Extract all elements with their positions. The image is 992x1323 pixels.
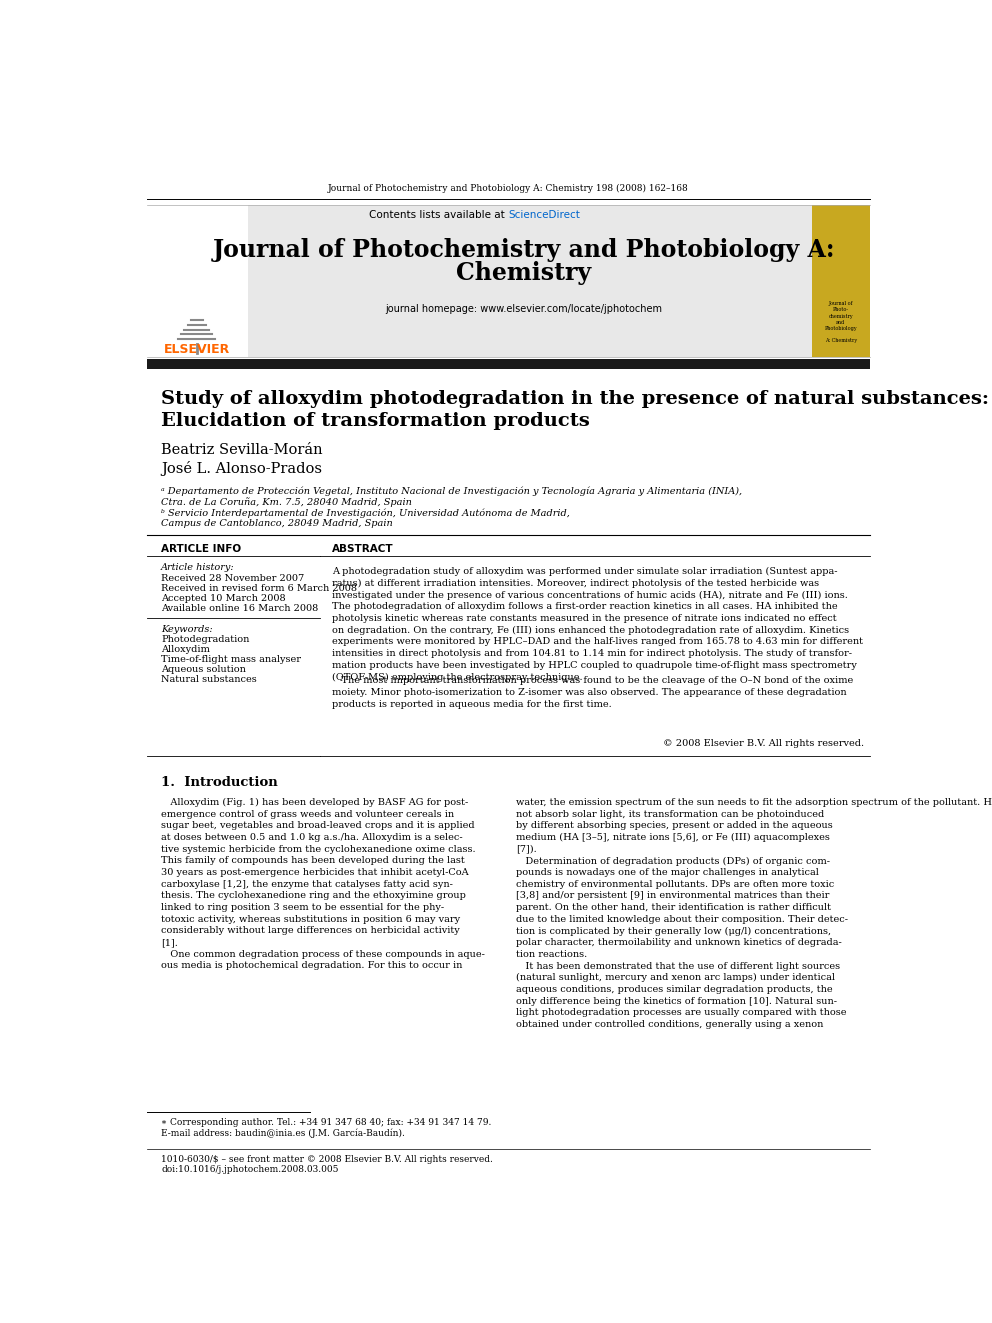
Text: Alloxydim (Fig. 1) has been developed by BASF AG for post-
emergence control of : Alloxydim (Fig. 1) has been developed by… [161, 798, 485, 970]
Bar [248, 205, 812, 357]
Text: Time-of-flight mass analyser: Time-of-flight mass analyser [161, 655, 302, 664]
Text: Photodegradation: Photodegradation [161, 635, 250, 644]
Text: Campus de Cantoblanco, 28049 Madrid, Spain: Campus de Cantoblanco, 28049 Madrid, Spa… [161, 519, 393, 528]
Text: journal homepage: www.elsevier.com/locate/jphotochem: journal homepage: www.elsevier.com/locat… [386, 304, 663, 314]
Text: Received in revised form 6 March 2008: Received in revised form 6 March 2008 [161, 583, 357, 593]
Text: ScienceDirect: ScienceDirect [509, 210, 580, 220]
Text: ABSTRACT: ABSTRACT [331, 544, 393, 554]
Text: water, the emission spectrum of the sun needs to fit the adsorption spectrum of : water, the emission spectrum of the sun … [516, 798, 992, 1029]
Text: Journal of
Photo-
chemistry
and
Photobiology

A: Chemistry: Journal of Photo- chemistry and Photobio… [824, 302, 857, 344]
Text: Article history:: Article history: [161, 564, 235, 572]
Bar [147, 359, 870, 369]
Text: Aqueous solution: Aqueous solution [161, 664, 246, 673]
Text: Natural substances: Natural substances [161, 675, 257, 684]
Text: Alloxydim: Alloxydim [161, 644, 210, 654]
Text: 1.  Introduction: 1. Introduction [161, 777, 278, 789]
Text: Chemistry: Chemistry [456, 261, 591, 284]
Text: Journal of Photochemistry and Photobiology A: Chemistry 198 (2008) 162–168: Journal of Photochemistry and Photobiolo… [328, 184, 688, 193]
Text: Accepted 10 March 2008: Accepted 10 March 2008 [161, 594, 286, 603]
Bar [147, 205, 248, 357]
Text: Contents lists available at: Contents lists available at [369, 210, 509, 220]
Text: ∗ Corresponding author. Tel.: +34 91 347 68 40; fax: +34 91 347 14 79.: ∗ Corresponding author. Tel.: +34 91 347… [161, 1118, 492, 1127]
Text: ARTICLE INFO: ARTICLE INFO [161, 544, 241, 554]
Text: 1010-6030/$ – see front matter © 2008 Elsevier B.V. All rights reserved.: 1010-6030/$ – see front matter © 2008 El… [161, 1155, 493, 1164]
Text: Keywords:: Keywords: [161, 624, 213, 634]
Text: Study of alloxydim photodegradation in the presence of natural substances:: Study of alloxydim photodegradation in t… [161, 390, 989, 407]
Text: Journal of Photochemistry and Photobiology A:: Journal of Photochemistry and Photobiolo… [212, 238, 835, 262]
Text: © 2008 Elsevier B.V. All rights reserved.: © 2008 Elsevier B.V. All rights reserved… [663, 740, 864, 749]
Bar [812, 205, 870, 357]
Text: E-mail address: baudin@inia.es (J.M. García-Baudín).: E-mail address: baudin@inia.es (J.M. Gar… [161, 1129, 405, 1138]
Text: ELSEVIER: ELSEVIER [164, 343, 230, 356]
Text: Received 28 November 2007: Received 28 November 2007 [161, 574, 305, 583]
Text: Ctra. de La Coruña, Km. 7.5, 28040 Madrid, Spain: Ctra. de La Coruña, Km. 7.5, 28040 Madri… [161, 497, 412, 507]
Text: The most important transformation process was found to be the cleavage of the O–: The most important transformation proces… [331, 676, 853, 709]
Text: doi:10.1016/j.jphotochem.2008.03.005: doi:10.1016/j.jphotochem.2008.03.005 [161, 1166, 338, 1175]
Text: ᵃ Departamento de Protección Vegetal, Instituto Nacional de Investigación y Tecn: ᵃ Departamento de Protección Vegetal, In… [161, 487, 742, 496]
Text: José L. Alonso-Prados: José L. Alonso-Prados [161, 460, 322, 476]
Text: ᵇ Servicio Interdepartamental de Investigación, Universidad Autónoma de Madrid,: ᵇ Servicio Interdepartamental de Investi… [161, 508, 570, 517]
Text: Elucidation of transformation products: Elucidation of transformation products [161, 411, 590, 430]
Text: Available online 16 March 2008: Available online 16 March 2008 [161, 603, 318, 613]
Text: A photodegradation study of alloxydim was performed under simulate solar irradia: A photodegradation study of alloxydim wa… [331, 566, 863, 681]
Text: Beatriz Sevilla-Morán: Beatriz Sevilla-Morán [161, 443, 322, 456]
